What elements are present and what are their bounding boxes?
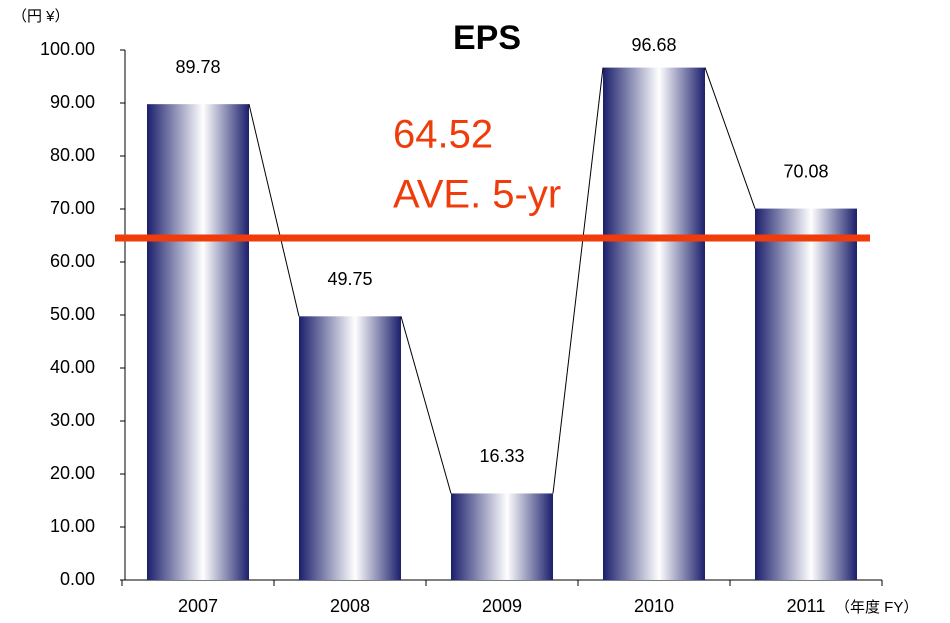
x-tick-label: 2007 [178, 596, 218, 616]
value-label: 96.68 [631, 35, 676, 55]
bar [147, 104, 249, 580]
average-value: 64.52 [393, 113, 493, 157]
x-unit: （年度 FY） [835, 599, 918, 616]
y-unit: （円 ¥） [12, 8, 70, 25]
x-tick-label: 2009 [482, 596, 522, 616]
y-tick-label: 50.00 [50, 304, 95, 324]
y-tick-label: 20.00 [50, 463, 95, 483]
bar [755, 208, 857, 581]
y-tick-label: 10.00 [50, 516, 95, 536]
bar [451, 493, 553, 580]
bar [603, 67, 705, 580]
y-tick-label: 0.00 [60, 569, 95, 589]
average-label: AVE. 5-yr [393, 173, 561, 217]
y-tick-label: 70.00 [50, 198, 95, 218]
y-tick-label: 100.00 [40, 39, 95, 59]
value-label: 89.78 [175, 57, 220, 77]
y-tick-label: 40.00 [50, 357, 95, 377]
y-tick-label: 30.00 [50, 410, 95, 430]
chart-title: EPS [453, 19, 521, 57]
bar [299, 316, 401, 580]
connector [552, 67, 604, 494]
y-tick-label: 60.00 [50, 251, 95, 271]
x-tick-label: 2011 [787, 596, 826, 616]
value-label: 70.08 [783, 161, 828, 181]
connector [704, 67, 756, 209]
x-tick-label: 2010 [634, 596, 674, 616]
y-tick-label: 80.00 [50, 145, 95, 165]
connector [400, 316, 452, 494]
connector [248, 104, 300, 317]
value-label: 49.75 [327, 269, 372, 289]
value-label: 16.33 [479, 446, 524, 466]
x-tick-label: 2008 [330, 596, 370, 616]
y-tick-label: 90.00 [50, 92, 95, 112]
